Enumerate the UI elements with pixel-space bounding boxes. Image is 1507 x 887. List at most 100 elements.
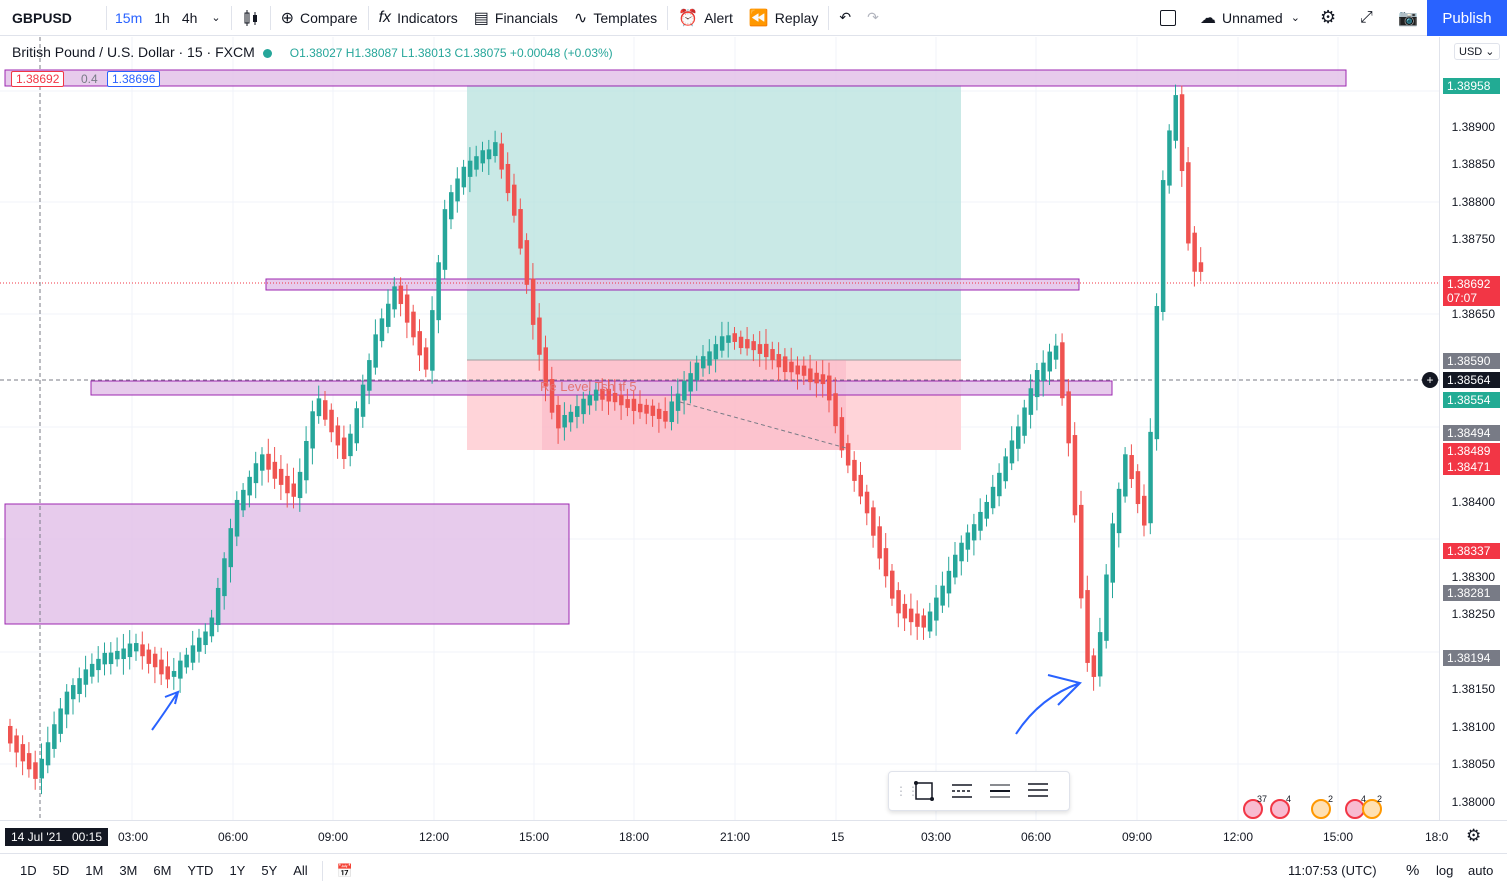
candle-body bbox=[134, 643, 139, 652]
range-button-5y[interactable]: 5Y bbox=[261, 863, 278, 878]
candle-body bbox=[927, 611, 933, 632]
more-options-button[interactable] bbox=[1019, 775, 1057, 807]
sell-price-box[interactable]: 1.38692 bbox=[11, 69, 65, 89]
candle-body bbox=[619, 394, 624, 406]
candle-body bbox=[789, 361, 794, 373]
indicators-button[interactable]: fx Indicators bbox=[371, 0, 466, 36]
undo-button[interactable]: ↶ bbox=[831, 0, 859, 36]
range-button-3m[interactable]: 3M bbox=[119, 863, 138, 878]
crosshair-add-button[interactable]: + bbox=[1422, 372, 1438, 388]
event-count-badge: 2 bbox=[1328, 794, 1334, 804]
event-count-badge: 4 bbox=[1361, 794, 1367, 804]
candle-body bbox=[1135, 471, 1141, 505]
event-flag[interactable] bbox=[1270, 799, 1290, 819]
candle-body bbox=[379, 318, 385, 342]
line-style-button[interactable] bbox=[943, 775, 981, 807]
candle-body bbox=[367, 360, 372, 391]
compare-button[interactable]: ⊕ Compare bbox=[273, 0, 366, 36]
percent-toggle[interactable]: % bbox=[1406, 862, 1420, 879]
price-tick-label: 1.38400 bbox=[1451, 495, 1495, 509]
candle-body bbox=[266, 453, 271, 470]
chart-type-button[interactable] bbox=[234, 0, 268, 36]
price-tick-label: 1.38000 bbox=[1451, 795, 1495, 809]
event-flag[interactable] bbox=[1362, 799, 1382, 819]
top-toolbar: GBPUSD 15m 1h 4h ⌄ ⊕ Compare fx Indicators… bbox=[0, 0, 1507, 36]
range-button-1m[interactable]: 1M bbox=[85, 863, 104, 878]
alert-label: Alert bbox=[704, 9, 733, 26]
snapshot-button[interactable]: 📷 bbox=[1390, 0, 1426, 36]
range-button-1d[interactable]: 1D bbox=[20, 863, 37, 878]
zone-demand[interactable] bbox=[4, 503, 570, 625]
replay-button[interactable]: ⏪ Replay bbox=[741, 0, 827, 36]
range-button-ytd[interactable]: YTD bbox=[187, 863, 214, 878]
event-flag[interactable] bbox=[1243, 799, 1263, 819]
select-all-button[interactable] bbox=[1152, 0, 1184, 36]
chart-pane[interactable]: Re Level Tsh tf 5 British Pound / U.S. D… bbox=[0, 37, 1439, 820]
price-tick-label: 1.38100 bbox=[1451, 720, 1495, 734]
candle-body bbox=[1110, 523, 1115, 583]
interval-1h[interactable]: 1h bbox=[154, 9, 170, 26]
ohlc-values: O1.38027 H1.38087 L1.38013 C1.38075 +0.0… bbox=[289, 46, 613, 60]
range-button-all[interactable]: All bbox=[293, 863, 308, 878]
time-scale[interactable]: 14 Jul '21 00:15 03:00 06:00 09:00 12:00 15:… bbox=[0, 820, 1507, 853]
price-tag: 1.38590 bbox=[1443, 353, 1500, 369]
price-tag: 1.38471 bbox=[1443, 459, 1500, 475]
log-toggle[interactable]: log bbox=[1436, 863, 1454, 878]
candle-body bbox=[165, 666, 170, 680]
range-buttons: 1D 5D 1M 3M 6M YTD 1Y 5Y All bbox=[0, 863, 316, 878]
position-loss-zone[interactable] bbox=[467, 360, 961, 450]
rectangle-tool-button[interactable] bbox=[905, 775, 943, 807]
candle-body bbox=[701, 356, 706, 369]
candle-body bbox=[1016, 426, 1021, 449]
publish-button[interactable]: Publish bbox=[1427, 0, 1507, 36]
templates-icon: ∿ bbox=[573, 9, 588, 27]
chart-canvas[interactable]: Re Level Tsh tf 5 bbox=[0, 37, 1439, 820]
interval-15m[interactable]: 15m bbox=[115, 9, 143, 26]
candle-body bbox=[297, 471, 303, 499]
candles bbox=[8, 84, 1204, 795]
drag-handle-icon[interactable]: ⋮⋮ bbox=[895, 784, 919, 798]
candle-body bbox=[505, 163, 511, 194]
settings-button[interactable]: ⚙ bbox=[1312, 0, 1344, 36]
candle-body bbox=[253, 463, 259, 484]
layout-name-button[interactable]: ☁ Unnamed ⌄ bbox=[1192, 0, 1308, 36]
goto-date-button[interactable]: 📅 bbox=[329, 863, 361, 879]
candle-body bbox=[971, 524, 977, 541]
gear-icon: ⚙ bbox=[1320, 7, 1337, 27]
candle-body bbox=[1116, 488, 1122, 534]
event-flag[interactable] bbox=[1311, 799, 1331, 819]
hand-drawn-arrow-right bbox=[1015, 674, 1082, 735]
candle-body bbox=[915, 613, 920, 627]
candle-body bbox=[946, 570, 952, 594]
interval-4h[interactable]: 4h bbox=[181, 9, 198, 26]
line-width-button[interactable] bbox=[981, 775, 1019, 807]
candle-body bbox=[940, 585, 945, 606]
financials-button[interactable]: ▤ Financials bbox=[466, 0, 566, 36]
auto-toggle[interactable]: auto bbox=[1468, 863, 1494, 878]
alert-button[interactable]: ⏰ Alert bbox=[670, 0, 741, 36]
settings-button[interactable]: ⚙ bbox=[1466, 826, 1481, 846]
range-button-6m[interactable]: 6M bbox=[153, 863, 172, 878]
candle-body bbox=[341, 437, 347, 460]
symbol-search[interactable]: GBPUSD bbox=[12, 9, 72, 26]
clock[interactable]: 11:07:53 (UTC) bbox=[1288, 863, 1377, 878]
candle-body bbox=[644, 404, 649, 414]
zone-mid[interactable] bbox=[265, 278, 1080, 291]
symbol-description[interactable]: British Pound / U.S. Dollar · 15 · FXCM bbox=[12, 44, 255, 60]
range-button-1y[interactable]: 1Y bbox=[229, 863, 246, 878]
time-tick-label: 18:00 bbox=[619, 830, 650, 844]
range-button-5d[interactable]: 5D bbox=[52, 863, 70, 878]
buy-price-box[interactable]: 1.38696 bbox=[107, 69, 161, 89]
redo-button[interactable]: ↷ bbox=[859, 0, 887, 36]
candle-body bbox=[449, 192, 454, 220]
fullscreen-button[interactable]: ⤢ bbox=[1352, 0, 1381, 36]
price-scale[interactable]: USD ⌄ 1.38900 1.38850 1.38800 1.38750 1.3865… bbox=[1422, 37, 1507, 820]
position-profit-zone[interactable] bbox=[467, 85, 961, 360]
interval-dropdown[interactable]: ⌄ bbox=[203, 0, 228, 36]
candle-body bbox=[902, 603, 908, 619]
zone-top[interactable] bbox=[4, 69, 1347, 87]
candle-body bbox=[411, 311, 416, 338]
currency-selector[interactable]: USD ⌄ bbox=[1454, 43, 1500, 60]
candle-body bbox=[808, 368, 813, 383]
templates-button[interactable]: ∿ Templates bbox=[566, 0, 665, 36]
